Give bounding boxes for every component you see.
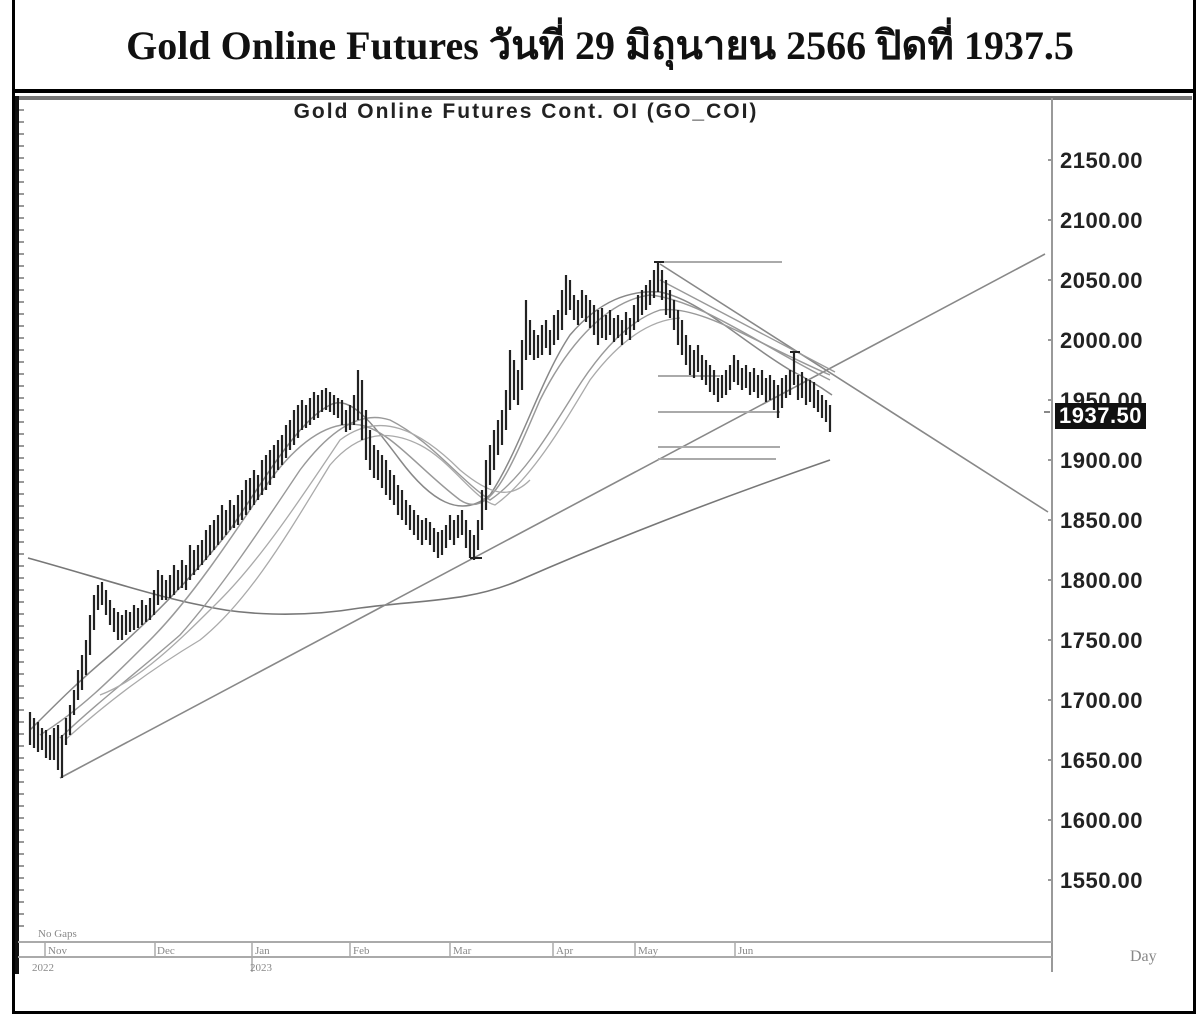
year-label-2022: 2022 [32,962,54,974]
downtrend-inner-line [659,279,836,373]
month-label-may: May [638,945,659,957]
y-tick-label: 1800.00 [1060,568,1144,593]
uptrend-line [59,253,1046,779]
long-ma-curve [27,459,831,615]
y-tick-label: 2000.00 [1060,328,1144,353]
ma-medium [39,294,831,736]
price-bars [28,262,832,778]
month-label-nov: Nov [48,945,67,957]
y-tick-label: 2050.00 [1060,268,1144,293]
month-label-dec: Dec [157,945,175,957]
ma-slow [99,424,531,696]
right-ticks [1048,159,1052,881]
page-title: Gold Online Futures วันที่ 29 มิถุนายน 2… [126,23,1074,68]
y-tick-label: 2100.00 [1060,208,1144,233]
y-tick-label: 1700.00 [1060,688,1144,713]
month-label-mar: Mar [453,945,472,957]
period-label: Day [1130,948,1157,965]
month-label-jun: Jun [738,945,754,957]
chart-border [12,0,1196,1014]
ma-long [59,308,831,739]
header-divider [12,89,1196,93]
y-tick-label: 1600.00 [1060,808,1144,833]
month-separators [44,942,736,972]
downtrend-line [659,263,1049,513]
left-axis-band [15,96,19,974]
y-tick-label: 1750.00 [1060,628,1144,653]
ma-extra [64,317,681,741]
year-label-2023: 2023 [250,962,272,974]
horizontal-levels [658,261,782,460]
month-label-feb: Feb [353,945,370,957]
gaps-label: No Gaps [38,928,77,940]
page-header: Gold Online Futures วันที่ 29 มิถุนายน 2… [0,0,1200,90]
y-tick-label: 1550.00 [1060,868,1144,893]
chart-title: Gold Online Futures Cont. OI (GO_COI) [293,100,759,123]
y-tick-label: 1650.00 [1060,748,1144,773]
month-label-apr: Apr [556,945,574,957]
ma-short [29,291,833,731]
chart-top-bar [18,96,1192,100]
y-tick-label: 1850.00 [1060,508,1144,533]
last-price-badge: 1937.50 [1055,403,1147,429]
y-tick-label: 2150.00 [1060,148,1144,173]
left-ticks [19,109,24,927]
y-tick-label: 1900.00 [1060,448,1144,473]
month-label-jan: Jan [255,945,270,957]
